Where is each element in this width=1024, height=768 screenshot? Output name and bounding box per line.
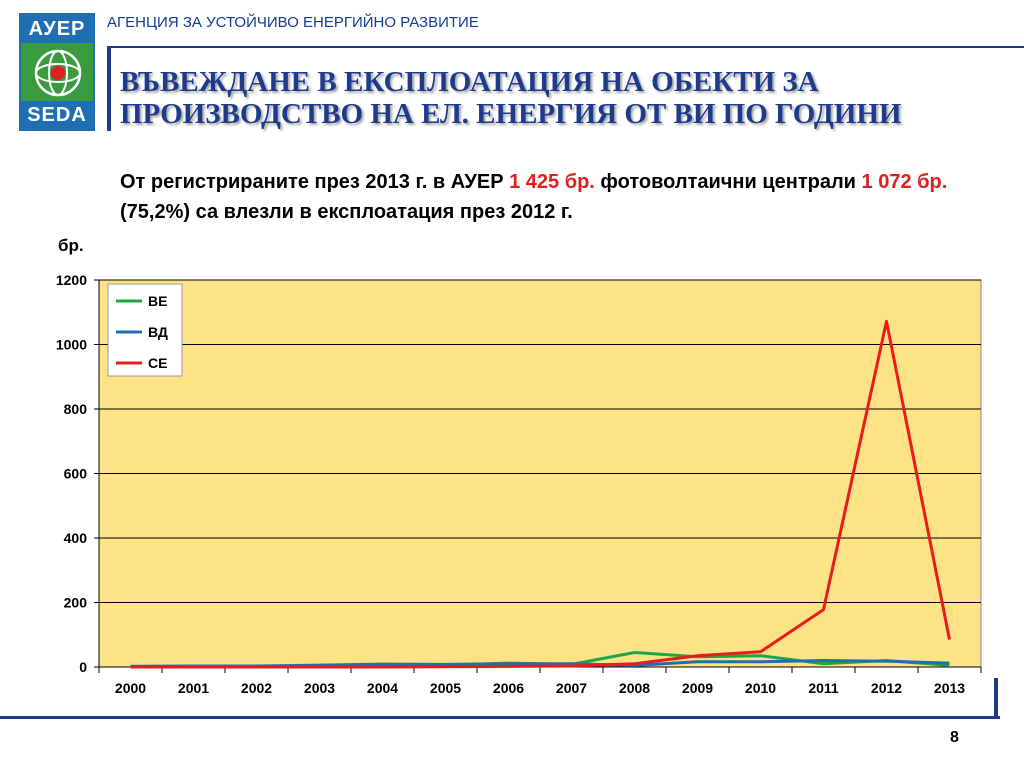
x-tick-label: 2012 [871, 680, 902, 696]
x-tick-label: 2001 [178, 680, 209, 696]
subtitle-text-3: (75,2%) са влезли в експлоатация през 20… [120, 201, 573, 223]
y-tick-label: 400 [64, 530, 88, 546]
subtitle-text-1: От регистрираните през 2013 г. в АУЕР [120, 171, 510, 193]
x-tick-label: 2003 [304, 680, 335, 696]
legend-box [107, 283, 183, 377]
slide-title: ВЪВЕЖДАНЕ В ЕКСПЛОАТАЦИЯ НА ОБЕКТИ ЗА ПР… [120, 66, 902, 130]
legend-label: СЕ [148, 355, 167, 371]
y-tick-label: 800 [64, 401, 88, 417]
legend-label: ВД [148, 324, 168, 340]
page-number: 8 [950, 729, 959, 746]
header-divider [107, 46, 1024, 48]
x-tick-label: 2008 [619, 680, 650, 696]
slide-subtitle: От регистрираните през 2013 г. в АУЕР 1 … [120, 167, 1000, 227]
x-tick-label: 2010 [745, 680, 776, 696]
footer-vertical-bar [994, 678, 998, 719]
footer-divider [0, 716, 1000, 719]
x-tick-label: 2009 [682, 680, 713, 696]
x-tick-label: 2007 [556, 680, 587, 696]
x-tick-label: 2000 [115, 680, 146, 696]
x-tick-label: 2004 [367, 680, 398, 696]
y-axis-unit: бр. [58, 236, 84, 255]
seda-logo: АУЕР SEDA [19, 13, 95, 131]
x-tick-label: 2002 [241, 680, 272, 696]
x-tick-label: 2005 [430, 680, 461, 696]
logo-text-top: АУЕР [21, 15, 93, 43]
x-tick-label: 2013 [934, 680, 965, 696]
header-vertical-bar [107, 46, 111, 131]
y-tick-label: 1200 [56, 272, 87, 288]
y-tick-label: 0 [79, 659, 87, 675]
subtitle-highlight-1: 1 425 бр. [509, 171, 595, 193]
subtitle-highlight-2: 1 072 бр. [861, 171, 948, 193]
agency-name: АГЕНЦИЯ ЗА УСТОЙЧИВО ЕНЕРГИЙНО РАЗВИТИЕ [107, 14, 479, 31]
y-tick-label: 600 [64, 466, 88, 482]
logo-emblem-icon [34, 49, 82, 97]
x-tick-label: 2011 [808, 680, 839, 696]
series-line-СЕ [130, 319, 951, 669]
legend-label: ВЕ [148, 293, 167, 309]
x-tick-label: 2006 [493, 680, 524, 696]
y-tick-label: 1000 [56, 337, 87, 353]
subtitle-text-2: фотоволтаични централи [594, 171, 862, 193]
y-tick-label: 200 [64, 595, 88, 611]
logo-text-bottom: SEDA [21, 101, 93, 129]
